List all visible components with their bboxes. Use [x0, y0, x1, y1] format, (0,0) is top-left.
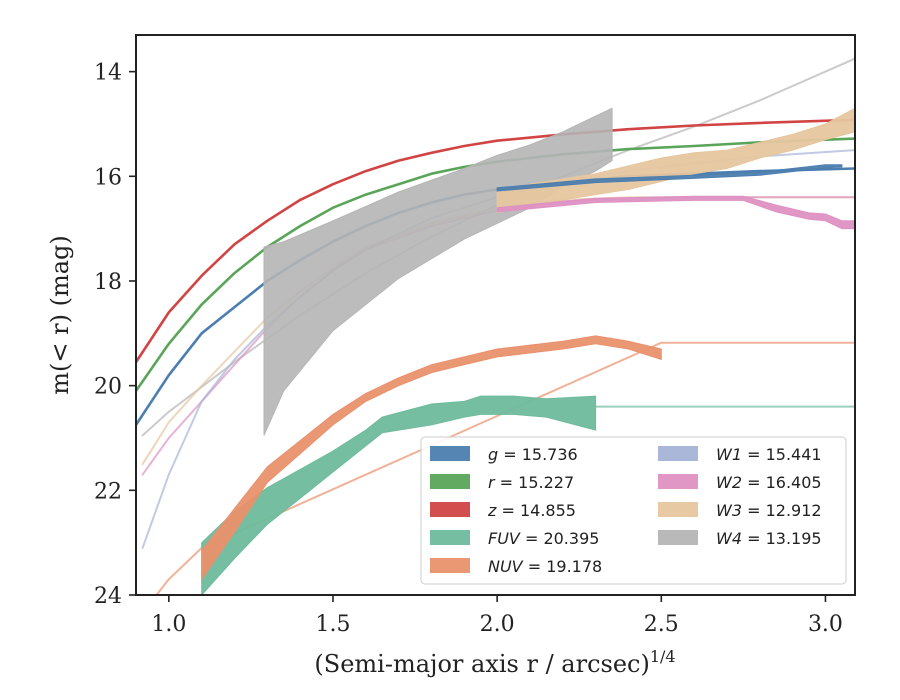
legend-label-w3: W3 = 12.912 — [716, 501, 822, 520]
plot-frame — [135, 34, 856, 596]
x-tick-label: 2.5 — [644, 612, 679, 637]
series-g-band — [496, 164, 843, 192]
legend-swatch-nuv — [430, 558, 470, 573]
y-tick-label: 14 — [94, 61, 122, 86]
legend-swatch-z — [430, 502, 470, 517]
y-tick-label: 24 — [94, 584, 122, 609]
y-tick-label: 16 — [94, 165, 122, 190]
legend-label-w2: W2 = 16.405 — [716, 473, 822, 492]
series-w4-band — [263, 107, 613, 436]
x-tick-label: 2.0 — [480, 612, 515, 637]
legend-swatch-fuv — [430, 530, 470, 545]
legend-swatch-g — [430, 446, 470, 461]
series-layer — [136, 57, 855, 595]
series-w3-model-line — [141, 196, 855, 466]
series-z-model-line — [136, 118, 855, 364]
ticks-layer: 1.0 1.5 2.0 2.5 3.0 14 16 18 20 22 24 — [94, 61, 843, 637]
legend-swatch-w4 — [658, 530, 698, 545]
legend-swatch-w2 — [658, 474, 698, 489]
x-tick-label: 1.0 — [151, 612, 186, 637]
y-tick-label: 22 — [94, 479, 122, 504]
x-tick-label: 1.5 — [315, 612, 350, 637]
legend-swatch-r — [430, 474, 470, 489]
legend-label-r: r = 15.227 — [488, 473, 574, 492]
legend-box — [420, 436, 847, 585]
legend-swatch-w3 — [658, 502, 698, 517]
y-tick-label: 18 — [94, 270, 122, 295]
series-w3-band — [496, 107, 855, 214]
series-w2-band — [496, 195, 855, 230]
legend-swatch-w1 — [658, 446, 698, 461]
legend-label-w1: W1 = 15.441 — [716, 445, 822, 464]
legend-label-z: z = 14.855 — [487, 501, 576, 520]
legend-label-nuv: NUV = 19.178 — [488, 557, 602, 576]
x-axis-label-sup: 1/4 — [650, 647, 676, 666]
legend: g = 15.736 r = 15.227 z = 14.855 FUV = 20.3… — [420, 436, 847, 585]
y-tick-label: 20 — [94, 375, 122, 400]
x-axis-label: (Semi-major axis r / arcsec)1/4 — [314, 647, 675, 678]
x-tick-label: 3.0 — [808, 612, 843, 637]
series-nuv-band — [201, 335, 662, 581]
legend-label-w4: W4 = 13.195 — [716, 529, 822, 548]
y-axis-label: m(< r) (mag) — [46, 235, 74, 394]
legend-label-fuv: FUV = 20.395 — [488, 529, 599, 548]
legend-label-g: g = 15.736 — [488, 445, 578, 464]
series-fuv-band — [201, 395, 597, 595]
x-axis-label-text: (Semi-major axis r / arcsec) — [314, 650, 649, 678]
series-r-model-line — [136, 137, 855, 393]
series-w4-model-line — [141, 57, 855, 437]
